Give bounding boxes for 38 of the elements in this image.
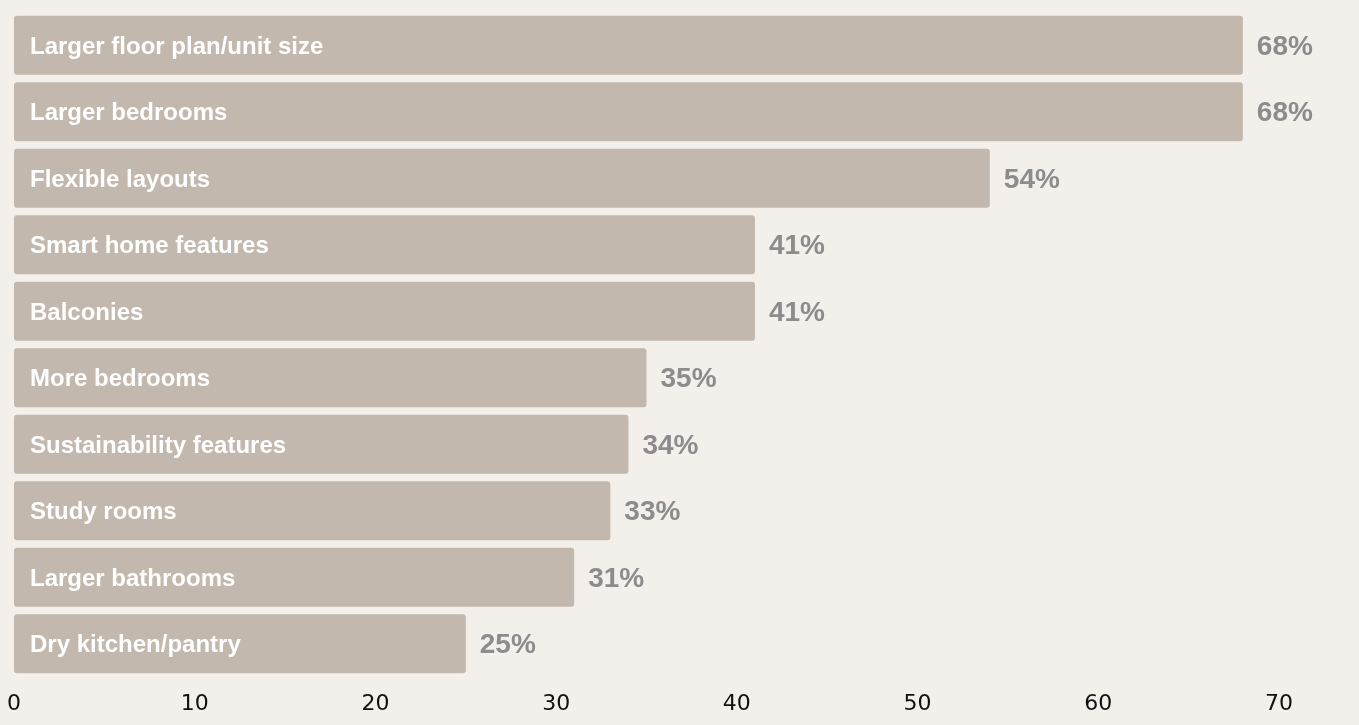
y-tick-label: Larger floor plan/unit size — [30, 31, 324, 59]
y-tick-label: More bedrooms — [30, 364, 211, 392]
bar — [14, 414, 629, 474]
x-tick-label: 70 — [1265, 689, 1293, 715]
y-tick-label: Dry kitchen/pantry — [30, 630, 242, 658]
data-label: 35% — [660, 362, 717, 394]
bar — [14, 215, 755, 275]
bar — [14, 82, 1243, 142]
y-tick-label: Balconies — [30, 297, 144, 325]
bar — [14, 15, 1243, 75]
bar — [14, 481, 611, 541]
data-label: 33% — [624, 495, 681, 527]
data-label: 31% — [588, 561, 645, 593]
data-label: 54% — [1003, 162, 1060, 194]
x-tick-label: 60 — [1084, 689, 1113, 715]
x-tick-label: 30 — [542, 689, 571, 715]
y-tick-label: Study rooms — [30, 497, 177, 525]
data-label: 25% — [479, 628, 536, 660]
x-tick-label: 40 — [722, 689, 751, 715]
data-label: 41% — [768, 295, 826, 327]
x-tick-label: 0 — [7, 689, 21, 715]
bar — [14, 614, 466, 674]
x-tick-label: 50 — [903, 689, 932, 715]
bar — [14, 348, 647, 408]
y-tick-label: Smart home features — [30, 231, 269, 259]
x-tick-label: 20 — [361, 689, 390, 715]
bar — [14, 281, 755, 341]
data-label: 68% — [1256, 96, 1313, 128]
y-tick-label: Larger bathrooms — [30, 563, 236, 591]
bar — [14, 547, 575, 607]
x-tick-label: 10 — [180, 689, 209, 715]
y-tick-label: Sustainability features — [30, 430, 287, 458]
data-label: 41% — [768, 229, 826, 261]
data-label: 34% — [642, 428, 699, 460]
y-tick-label: Larger bedrooms — [30, 98, 228, 126]
data-label: 68% — [1256, 29, 1313, 61]
y-tick-label: Flexible layouts — [30, 164, 211, 192]
bar — [14, 148, 990, 208]
